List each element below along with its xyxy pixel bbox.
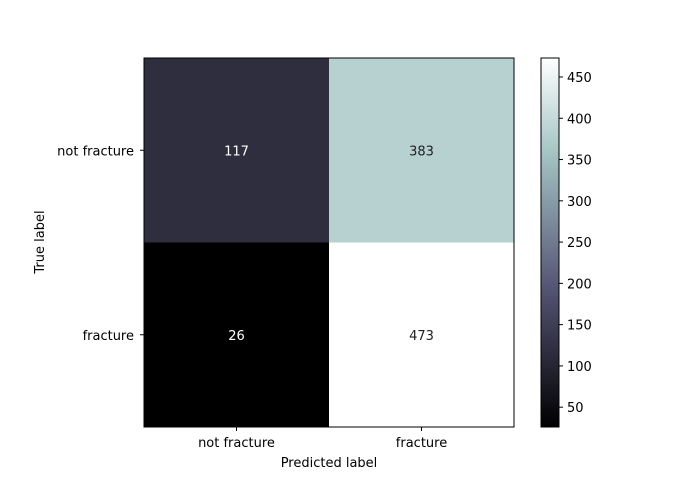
colorbar-tick-label: 300 <box>567 195 592 210</box>
cell-value: 117 <box>224 144 249 159</box>
plot-frame <box>143 57 515 428</box>
cell-value: 473 <box>409 329 434 344</box>
cell-value: 383 <box>409 144 434 159</box>
colorbar-tick-label: 250 <box>567 236 592 251</box>
cell-annotations: 117 383 26 473 <box>224 144 434 344</box>
colorbar-tick-label: 350 <box>567 154 592 169</box>
colorbar-tick-label: 450 <box>567 71 592 86</box>
y-axis-label: True label <box>33 210 48 274</box>
colorbar: 50 100 150 200 250 300 350 400 450 <box>540 57 592 428</box>
x-axis-ticks: not fracture fracture <box>198 427 447 451</box>
colorbar-tick-label: 150 <box>567 319 592 334</box>
heatmap-cell <box>144 242 329 427</box>
colorbar-tick-label: 400 <box>567 112 592 127</box>
colorbar-tick-label: 100 <box>567 360 592 375</box>
cell-value: 26 <box>228 329 245 344</box>
heatmap-cell <box>329 58 514 243</box>
y-axis-ticks: not fracture fracture <box>57 144 144 344</box>
x-tick-label: not fracture <box>198 436 275 451</box>
colorbar-tick-label: 200 <box>567 277 592 292</box>
heatmap-cell <box>144 58 329 243</box>
y-tick-label: fracture <box>83 329 134 344</box>
heatmap-cell <box>329 242 514 427</box>
y-tick-label: not fracture <box>57 144 134 159</box>
colorbar-ticks: 50 100 150 200 250 300 350 400 450 <box>559 71 592 416</box>
x-tick-label: fracture <box>396 436 447 451</box>
colorbar-tick-label: 50 <box>567 401 584 416</box>
colorbar-gradient <box>540 57 560 428</box>
x-axis-label: Predicted label <box>281 456 378 471</box>
heatmap-cells <box>144 58 514 427</box>
